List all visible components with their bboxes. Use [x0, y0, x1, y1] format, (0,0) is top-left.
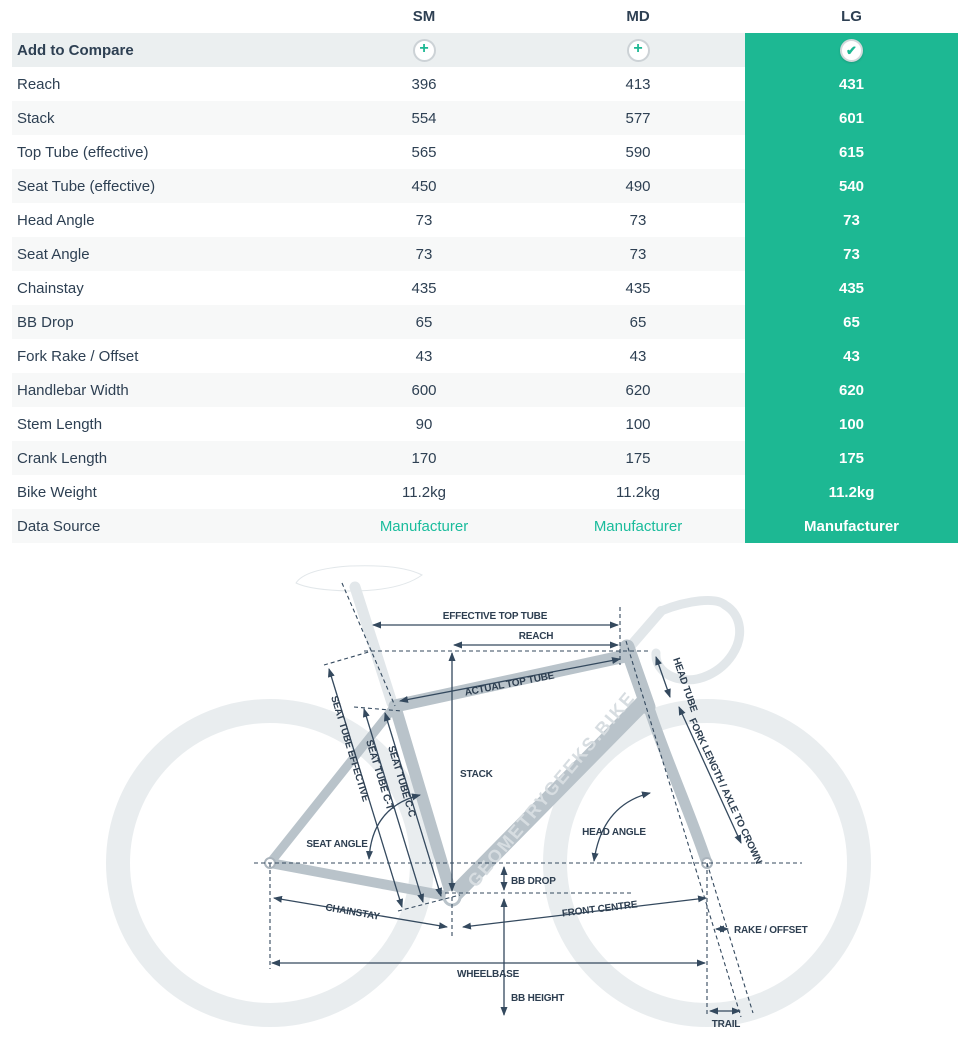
- table-row: Chainstay 435 435 435: [12, 271, 958, 305]
- label-head-angle: HEAD ANGLE: [582, 827, 646, 838]
- header-spacer: [12, 0, 317, 33]
- value-cell: 73: [745, 203, 958, 237]
- row-label: Seat Angle: [17, 245, 90, 263]
- table-row: Handlebar Width 600 620 620: [12, 373, 958, 407]
- row-label: Data Source: [17, 517, 101, 535]
- table-header-row: SM MD LG: [12, 0, 958, 33]
- data-source-link[interactable]: Manufacturer: [745, 509, 958, 543]
- value-cell: 11.2kg: [745, 475, 958, 509]
- row-label: Crank Length: [17, 449, 108, 467]
- value-cell: 590: [625, 143, 651, 161]
- value-cell: 450: [411, 177, 437, 195]
- value-cell: 175: [625, 449, 651, 467]
- value-cell: 73: [415, 245, 433, 263]
- value-cell: 435: [625, 279, 651, 297]
- label-bb-drop: BB DROP: [511, 876, 556, 887]
- value-cell: 43: [415, 347, 433, 365]
- bike-geometry-diagram: GEOMETRYGEEKS.BIKE: [106, 565, 871, 1030]
- value-cell: 90: [415, 415, 433, 433]
- value-cell: 170: [411, 449, 437, 467]
- check-circle-icon[interactable]: [840, 38, 863, 62]
- value-cell: 565: [411, 143, 437, 161]
- value-cell: 620: [745, 373, 958, 407]
- value-cell: 65: [629, 313, 647, 331]
- value-cell: 100: [625, 415, 651, 433]
- table-row: BB Drop 65 65 65: [12, 305, 958, 339]
- value-cell: 431: [745, 67, 958, 101]
- table-row: Seat Tube (effective) 450 490 540: [12, 169, 958, 203]
- table-row: Seat Angle 73 73 73: [12, 237, 958, 271]
- row-label: Handlebar Width: [17, 381, 129, 399]
- value-cell: 601: [745, 101, 958, 135]
- value-cell: 73: [629, 245, 647, 263]
- table-row: Stack 554 577 601: [12, 101, 958, 135]
- label-front-centre: FRONT CENTRE: [561, 899, 638, 919]
- value-cell: 600: [411, 381, 437, 399]
- table-row: Fork Rake / Offset 43 43 43: [12, 339, 958, 373]
- value-cell: 490: [625, 177, 651, 195]
- table-row: Bike Weight 11.2kg 11.2kg 11.2kg: [12, 475, 958, 509]
- value-cell: 73: [745, 237, 958, 271]
- value-cell: 43: [629, 347, 647, 365]
- column-header-lg: LG: [841, 8, 862, 25]
- column-header-md: MD: [626, 8, 650, 25]
- value-cell: 100: [745, 407, 958, 441]
- table-row: Stem Length 90 100 100: [12, 407, 958, 441]
- value-cell: 65: [415, 313, 433, 331]
- value-cell: 11.2kg: [402, 483, 446, 501]
- row-label: Chainstay: [17, 279, 84, 297]
- value-cell: 435: [411, 279, 437, 297]
- row-label: Stack: [17, 109, 55, 127]
- value-cell: 43: [745, 339, 958, 373]
- label-chainstay: CHAINSTAY: [324, 902, 380, 922]
- row-label: Reach: [17, 75, 61, 93]
- plus-circle-icon[interactable]: [412, 38, 436, 62]
- row-label: Stem Length: [17, 415, 103, 433]
- label-bb-height: BB HEIGHT: [511, 993, 564, 1004]
- data-source-link[interactable]: Manufacturer: [379, 517, 469, 535]
- table-row: Reach 396 413 431: [12, 67, 958, 101]
- value-cell: 413: [625, 75, 651, 93]
- label-wheelbase: WHEELBASE: [457, 969, 520, 980]
- value-cell: 65: [745, 305, 958, 339]
- value-cell: 620: [625, 381, 651, 399]
- row-label: Top Tube (effective): [17, 143, 149, 161]
- compare-row-label: Add to Compare: [17, 41, 134, 59]
- row-label: Seat Tube (effective): [17, 177, 156, 195]
- data-source-link[interactable]: Manufacturer: [593, 517, 683, 535]
- label-effective-top-tube: EFFECTIVE TOP TUBE: [443, 611, 548, 622]
- column-header-sm: SM: [412, 8, 436, 25]
- geometry-table: SM MD LG Add to Compare Reach396413431St…: [12, 0, 958, 543]
- value-cell: 73: [629, 211, 647, 229]
- row-label: Bike Weight: [17, 483, 97, 501]
- table-row: Crank Length 170 175 175: [12, 441, 958, 475]
- label-stack: STACK: [460, 769, 494, 780]
- row-label: Head Angle: [17, 211, 95, 229]
- value-cell: 396: [411, 75, 437, 93]
- measurement-arrows: [271, 621, 742, 1016]
- label-rake-offset: RAKE / OFFSET: [734, 925, 808, 936]
- table-row: Top Tube (effective) 565 590 615: [12, 135, 958, 169]
- value-cell: 73: [415, 211, 433, 229]
- label-seat-angle: SEAT ANGLE: [306, 839, 368, 850]
- value-cell: 540: [745, 169, 958, 203]
- value-cell: 435: [745, 271, 958, 305]
- value-cell: 577: [625, 109, 651, 127]
- label-trail: TRAIL: [712, 1019, 741, 1030]
- value-cell: 175: [745, 441, 958, 475]
- plus-circle-icon[interactable]: [626, 38, 650, 62]
- add-to-compare-row: Add to Compare: [12, 33, 958, 67]
- table-row: Head Angle 73 73 73: [12, 203, 958, 237]
- value-cell: 615: [745, 135, 958, 169]
- row-label: BB Drop: [17, 313, 74, 331]
- table-body: Reach 396 413 431 Stack 554 577 601 Top Tube (ef…: [12, 67, 958, 543]
- table-row: Data Source Manufacturer Manufacturer Manuf…: [12, 509, 958, 543]
- value-cell: 554: [411, 109, 437, 127]
- row-label: Fork Rake / Offset: [17, 347, 139, 365]
- label-reach: REACH: [519, 631, 554, 642]
- value-cell: 11.2kg: [616, 483, 660, 501]
